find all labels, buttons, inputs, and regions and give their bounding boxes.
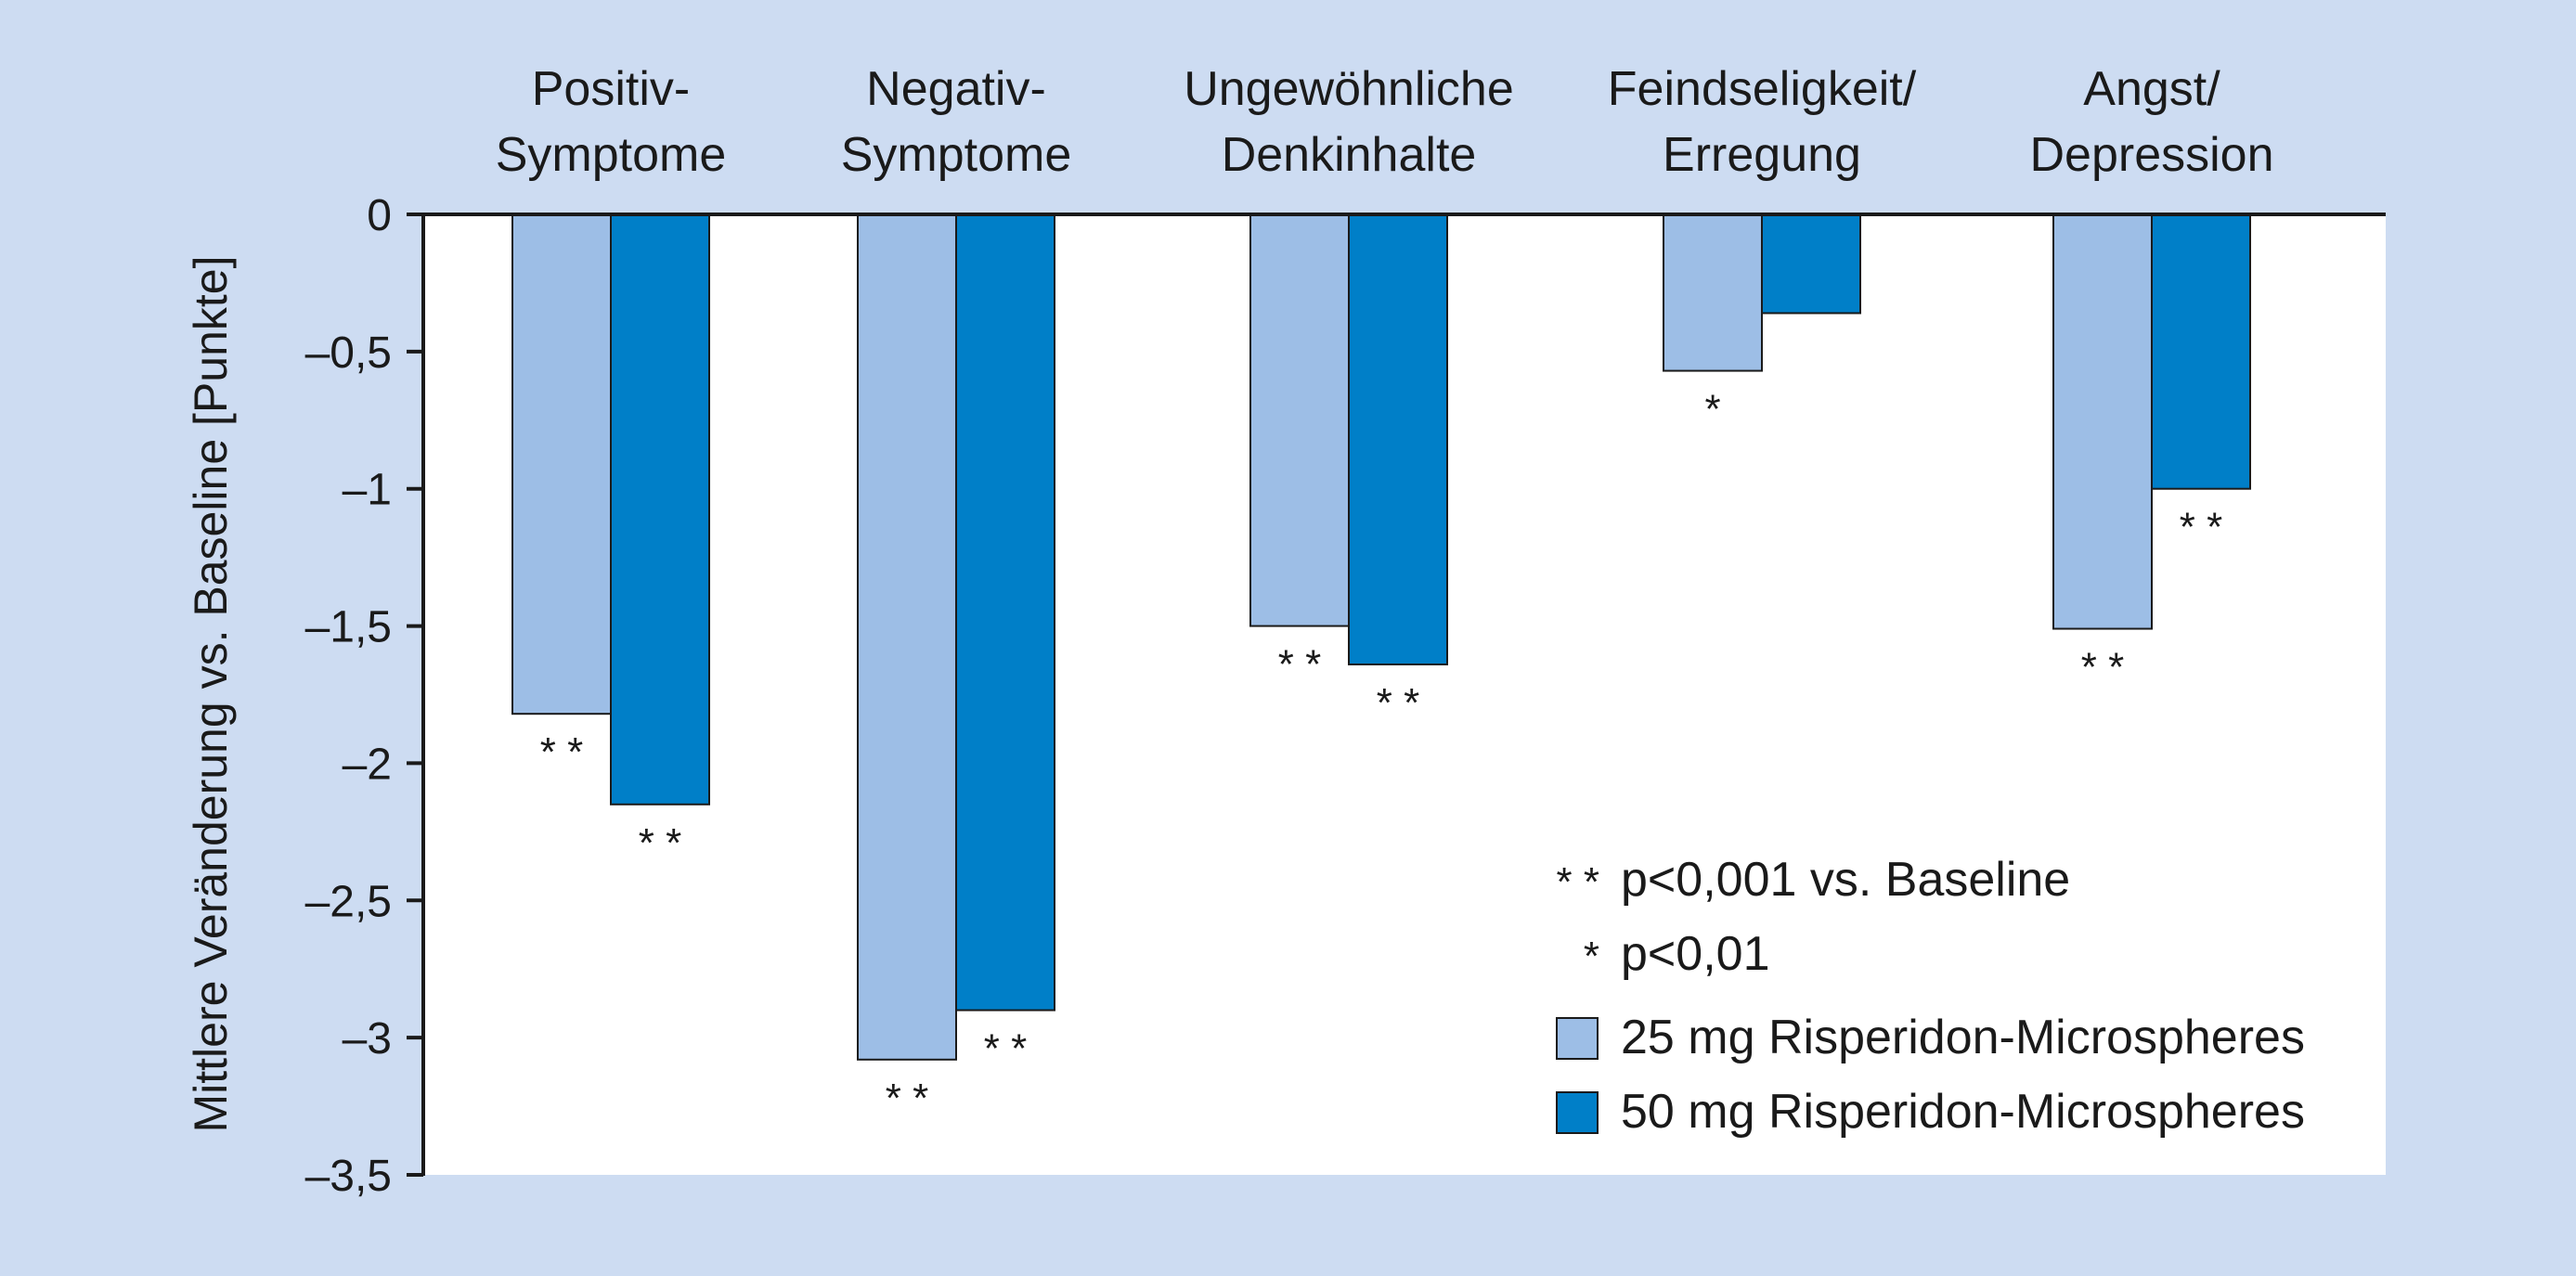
- category-label: Symptome: [496, 128, 727, 182]
- y-tick-label: –0,5: [305, 329, 392, 378]
- legend-swatch-25mg: [1556, 1017, 1599, 1060]
- legend-note-text: p<0,01: [1621, 927, 1770, 981]
- significance-marker: * *: [886, 1076, 928, 1121]
- legend-note-symbol: * *: [1557, 859, 1599, 905]
- legend: * * p<0,001 vs. Baseline * p<0,01 25 mg Risp…: [1556, 853, 2305, 1139]
- bar-25mg-1: [857, 213, 957, 1061]
- category-label: Symptome: [841, 128, 1072, 182]
- bars-layer: [511, 213, 2251, 1061]
- significance-marker: * *: [984, 1026, 1027, 1072]
- bar-50mg-0: [610, 213, 710, 806]
- significance-marker: * *: [639, 820, 681, 866]
- y-tick-label: –2: [343, 740, 392, 789]
- category-label: Negativ-: [866, 62, 1046, 116]
- y-tick-label: –1: [343, 466, 392, 515]
- category-label: Angst/: [2083, 62, 2220, 116]
- category-label: Positiv-: [532, 62, 690, 116]
- category-label: Ungewöhnliche: [1184, 62, 1514, 116]
- bar-25mg-4: [2052, 213, 2153, 630]
- y-tick-label: –3,5: [305, 1152, 392, 1201]
- significance-marker: * *: [1377, 680, 1419, 726]
- y-axis-label: Mittlere Veränderung vs. Baseline [Punkt…: [185, 256, 237, 1133]
- legend-note-symbol: *: [1584, 934, 1599, 979]
- significance-marker: * *: [2180, 505, 2222, 550]
- legend-note-text: p<0,001 vs. Baseline: [1621, 853, 2070, 907]
- bar-25mg-2: [1249, 213, 1350, 627]
- labels-layer: * * * * * * * * * * * * * * * * * 0 –0,5 –1 –1,5 –2 –2…: [185, 62, 2274, 1201]
- bar-50mg-3: [1761, 213, 1861, 315]
- bar-50mg-4: [2151, 213, 2251, 490]
- bar-25mg-0: [511, 213, 612, 715]
- significance-marker: * *: [540, 729, 583, 775]
- bar-50mg-2: [1348, 213, 1448, 665]
- legend-series-label: 50 mg Risperidon-Microspheres: [1621, 1085, 2305, 1139]
- y-tick-label: –1,5: [305, 603, 392, 652]
- bar-50mg-1: [955, 213, 1055, 1012]
- significance-marker: *: [1704, 387, 1720, 432]
- axes-layer: [407, 213, 2386, 1177]
- significance-marker: * *: [2081, 645, 2124, 690]
- legend-series-label: 25 mg Risperidon-Microspheres: [1621, 1011, 2305, 1064]
- y-tick-label: –2,5: [305, 877, 392, 926]
- legend-swatch-50mg: [1556, 1091, 1599, 1134]
- significance-marker: * *: [1278, 642, 1321, 688]
- category-label: Feindseligkeit/: [1608, 62, 1917, 116]
- category-label: Depression: [2029, 128, 2273, 182]
- category-label: Denkinhalte: [1222, 128, 1477, 182]
- y-tick-label: 0: [367, 191, 392, 240]
- y-tick-label: –3: [343, 1014, 392, 1063]
- bar-25mg-3: [1663, 213, 1763, 372]
- category-label: Erregung: [1663, 128, 1861, 182]
